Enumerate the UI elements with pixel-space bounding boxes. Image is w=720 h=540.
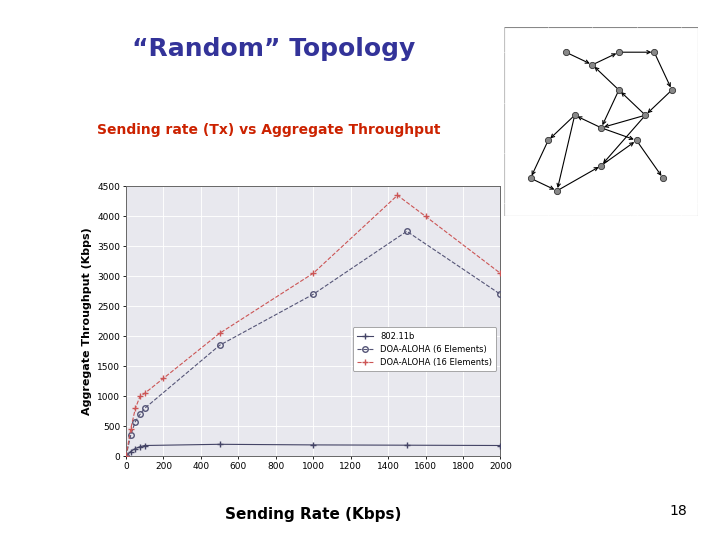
DOA-ALOHA (6 Elements)	[126, 432, 135, 438]
DOA-ALOHA (16 Elements)	[421, 213, 430, 220]
DOA-ALOHA (16 Elements)	[159, 375, 168, 382]
802.11b	[126, 448, 135, 455]
Text: Sending Rate (Kbps): Sending Rate (Kbps)	[225, 507, 401, 522]
DOA-ALOHA (6 Elements)	[402, 228, 411, 234]
DOA-ALOHA (6 Elements)	[135, 411, 144, 417]
Line: DOA-ALOHA (6 Elements): DOA-ALOHA (6 Elements)	[123, 228, 503, 459]
DOA-ALOHA (16 Elements)	[126, 426, 135, 433]
Legend: 802.11b, DOA-ALOHA (6 Elements), DOA-ALOHA (16 Elements): 802.11b, DOA-ALOHA (6 Elements), DOA-ALO…	[353, 327, 496, 371]
802.11b	[140, 442, 149, 449]
Text: Sending rate (Tx) vs Aggregate Throughput: Sending rate (Tx) vs Aggregate Throughpu…	[97, 123, 441, 137]
802.11b	[402, 442, 411, 448]
802.11b	[215, 441, 224, 448]
Text: 18: 18	[670, 504, 688, 518]
DOA-ALOHA (16 Elements)	[309, 270, 318, 276]
DOA-ALOHA (16 Elements)	[131, 405, 140, 411]
DOA-ALOHA (16 Elements)	[122, 453, 130, 460]
DOA-ALOHA (16 Elements)	[496, 270, 505, 276]
DOA-ALOHA (6 Elements)	[496, 291, 505, 298]
Line: 802.11b: 802.11b	[123, 442, 503, 459]
DOA-ALOHA (16 Elements)	[215, 330, 224, 336]
802.11b	[122, 453, 130, 460]
DOA-ALOHA (6 Elements)	[140, 405, 149, 411]
Y-axis label: Aggregate Throughput (Kbps): Aggregate Throughput (Kbps)	[82, 227, 92, 415]
DOA-ALOHA (6 Elements)	[122, 453, 130, 460]
802.11b	[131, 446, 140, 452]
DOA-ALOHA (16 Elements)	[135, 393, 144, 400]
802.11b	[496, 442, 505, 449]
Text: “Random” Topology: “Random” Topology	[132, 37, 415, 60]
802.11b	[135, 443, 144, 450]
Line: DOA-ALOHA (16 Elements): DOA-ALOHA (16 Elements)	[123, 193, 503, 459]
DOA-ALOHA (6 Elements)	[309, 291, 318, 298]
DOA-ALOHA (6 Elements)	[215, 342, 224, 348]
802.11b	[309, 442, 318, 448]
DOA-ALOHA (16 Elements)	[140, 390, 149, 396]
DOA-ALOHA (16 Elements)	[393, 192, 402, 199]
DOA-ALOHA (6 Elements)	[131, 418, 140, 425]
